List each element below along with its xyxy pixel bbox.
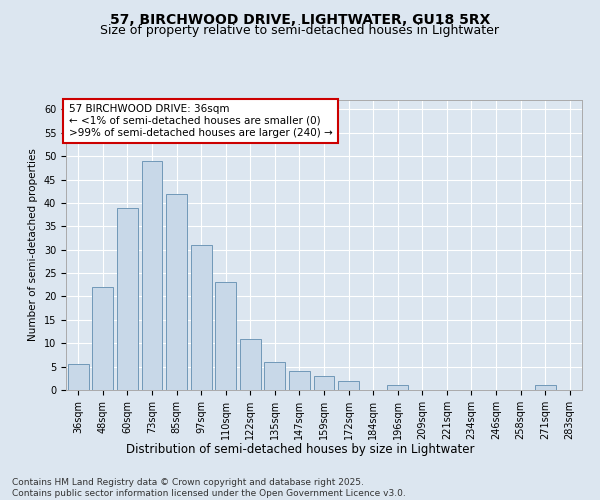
Bar <box>338 380 359 390</box>
Text: 57, BIRCHWOOD DRIVE, LIGHTWATER, GU18 5RX: 57, BIRCHWOOD DRIVE, LIGHTWATER, GU18 5R… <box>110 12 490 26</box>
Bar <box>314 376 334 390</box>
Bar <box>142 161 163 390</box>
Bar <box>166 194 187 390</box>
Bar <box>289 372 310 390</box>
Bar <box>92 287 113 390</box>
Bar <box>265 362 286 390</box>
Bar <box>191 245 212 390</box>
Bar <box>240 338 261 390</box>
Text: 57 BIRCHWOOD DRIVE: 36sqm
← <1% of semi-detached houses are smaller (0)
>99% of : 57 BIRCHWOOD DRIVE: 36sqm ← <1% of semi-… <box>68 104 332 138</box>
Text: Distribution of semi-detached houses by size in Lightwater: Distribution of semi-detached houses by … <box>126 442 474 456</box>
Text: Contains HM Land Registry data © Crown copyright and database right 2025.
Contai: Contains HM Land Registry data © Crown c… <box>12 478 406 498</box>
Bar <box>117 208 138 390</box>
Text: Size of property relative to semi-detached houses in Lightwater: Size of property relative to semi-detach… <box>101 24 499 37</box>
Bar <box>68 364 89 390</box>
Bar <box>535 386 556 390</box>
Bar <box>215 282 236 390</box>
Bar <box>387 386 408 390</box>
Y-axis label: Number of semi-detached properties: Number of semi-detached properties <box>28 148 38 342</box>
